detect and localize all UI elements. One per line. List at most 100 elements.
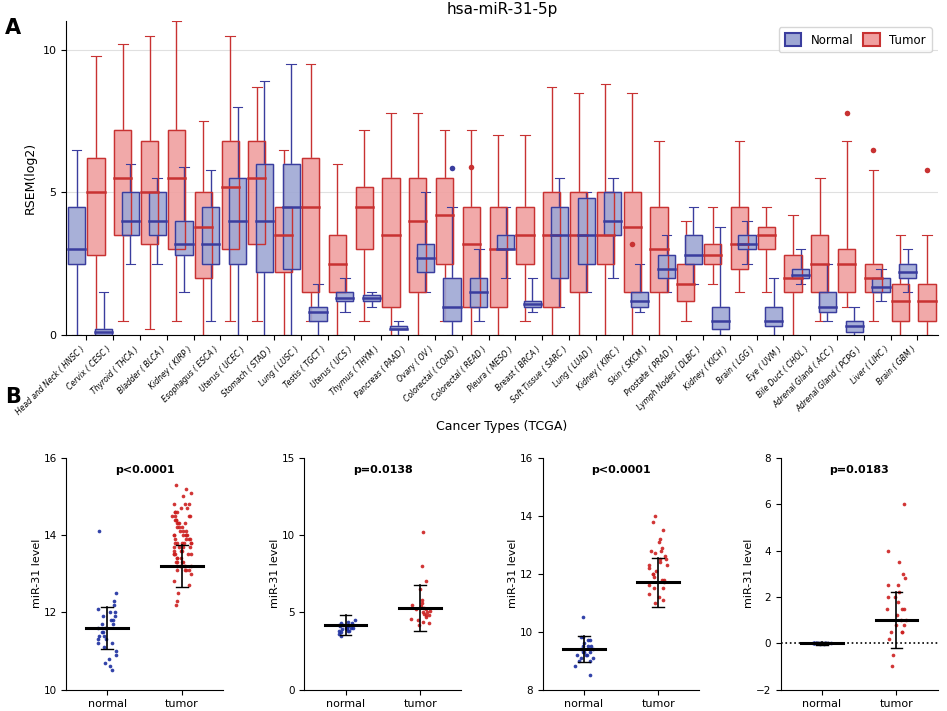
Point [334, 624, 349, 635]
Point [331, 629, 347, 640]
Point [178, 565, 193, 576]
Point [331, 625, 347, 636]
Point [897, 498, 912, 510]
Point [807, 638, 822, 649]
Point [644, 545, 659, 556]
Point [641, 579, 656, 591]
Point [168, 514, 183, 525]
Point [174, 522, 189, 533]
Point [178, 530, 193, 541]
Point [648, 597, 663, 609]
Point [342, 625, 357, 636]
Point [109, 646, 124, 657]
Point [817, 638, 832, 649]
Y-axis label: RSEM(log2): RSEM(log2) [24, 142, 37, 214]
Point [806, 638, 821, 649]
Point [172, 525, 188, 537]
Point [887, 592, 902, 603]
Point [177, 498, 192, 510]
Point [90, 603, 105, 614]
Point [582, 635, 598, 646]
Point [109, 587, 124, 599]
Text: B: B [5, 387, 21, 407]
Point [408, 604, 423, 615]
Point [818, 638, 833, 649]
Point [173, 552, 188, 564]
Point [168, 506, 183, 518]
Point [657, 550, 672, 562]
Point [181, 549, 196, 560]
Point [168, 506, 183, 518]
Point [416, 608, 431, 619]
Point [182, 510, 197, 521]
Point [655, 525, 670, 536]
Point [573, 643, 588, 655]
Point [404, 599, 420, 610]
Point [648, 510, 663, 521]
Point [105, 614, 120, 626]
Point [169, 479, 184, 491]
Point [167, 541, 182, 552]
Point [339, 622, 354, 634]
Point [346, 622, 361, 634]
Point [880, 603, 895, 614]
Point [97, 622, 112, 634]
Point [581, 641, 596, 652]
Point [102, 653, 117, 665]
Point [176, 537, 191, 548]
Point [419, 610, 434, 621]
Point [896, 603, 911, 614]
Point [649, 565, 664, 577]
Point [171, 522, 187, 533]
Point [576, 632, 591, 643]
Title: hsa-miR-31-5p: hsa-miR-31-5p [446, 2, 558, 17]
Point [184, 549, 199, 560]
Point [182, 533, 197, 545]
Point [652, 554, 668, 565]
Point [585, 652, 600, 663]
Point [884, 661, 899, 672]
Point [417, 602, 432, 614]
Point [183, 568, 198, 579]
Point [181, 498, 196, 510]
Point [104, 665, 119, 676]
Point [91, 525, 106, 537]
Point [415, 560, 430, 572]
Point [174, 557, 189, 568]
Point [573, 652, 588, 663]
Point [645, 516, 660, 528]
Point [178, 483, 193, 494]
Point [894, 614, 909, 626]
Point [108, 606, 123, 618]
Point [170, 537, 185, 548]
Point [102, 661, 117, 672]
Point [170, 595, 185, 606]
Point [656, 574, 671, 585]
Point [97, 630, 112, 641]
Point [168, 537, 183, 548]
Point [899, 614, 914, 626]
Point [403, 613, 419, 624]
Point [170, 565, 185, 576]
Point [415, 616, 430, 627]
Point [181, 579, 196, 591]
Point [345, 618, 360, 629]
Point [642, 560, 657, 571]
Point [645, 568, 660, 579]
Point [166, 549, 181, 560]
Point [654, 542, 670, 553]
Point [577, 646, 592, 658]
Point [641, 562, 656, 574]
Point [813, 638, 828, 650]
Point [415, 597, 430, 609]
Point [181, 565, 196, 576]
Point [581, 635, 596, 646]
Point [169, 514, 184, 525]
Point [183, 510, 198, 521]
Point [810, 638, 825, 649]
Text: p<0.0001: p<0.0001 [591, 465, 651, 475]
Point [184, 537, 199, 548]
Point [890, 579, 905, 591]
Point [335, 619, 350, 631]
Point [824, 638, 839, 649]
